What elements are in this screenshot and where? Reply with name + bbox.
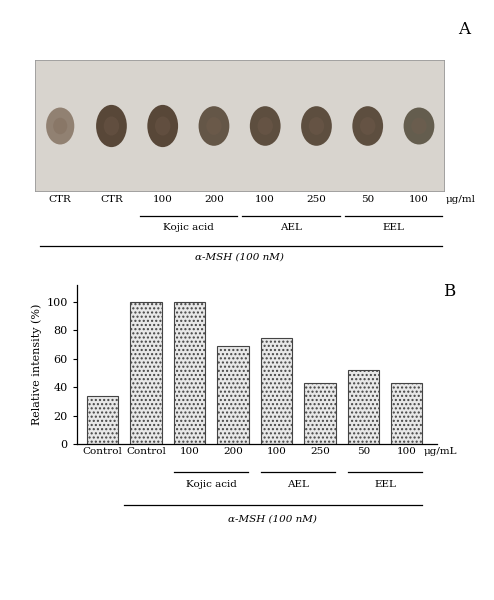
Text: 250: 250 xyxy=(310,446,330,455)
Ellipse shape xyxy=(301,106,332,146)
Ellipse shape xyxy=(412,118,427,134)
Text: AEL: AEL xyxy=(287,480,309,489)
Text: Kojic acid: Kojic acid xyxy=(163,223,214,232)
Text: 100: 100 xyxy=(180,446,200,455)
Text: Control: Control xyxy=(82,446,123,455)
Text: Kojic acid: Kojic acid xyxy=(186,480,237,489)
Ellipse shape xyxy=(250,106,281,146)
Text: μg/ml: μg/ml xyxy=(446,194,476,203)
Text: 100: 100 xyxy=(409,194,429,203)
Text: 100: 100 xyxy=(266,446,287,455)
Bar xyxy=(174,302,205,444)
Text: 200: 200 xyxy=(223,446,243,455)
Bar xyxy=(261,338,292,444)
Bar xyxy=(391,383,422,444)
Ellipse shape xyxy=(147,105,178,147)
Text: μg/mL: μg/mL xyxy=(423,446,457,455)
Text: B: B xyxy=(444,283,455,299)
Y-axis label: Relative intensity (%): Relative intensity (%) xyxy=(32,304,42,425)
Ellipse shape xyxy=(352,106,383,146)
Bar xyxy=(217,346,248,444)
Ellipse shape xyxy=(46,107,74,145)
Ellipse shape xyxy=(155,116,170,136)
Ellipse shape xyxy=(309,117,324,135)
Text: 100: 100 xyxy=(397,446,417,455)
Text: 200: 200 xyxy=(204,194,224,203)
Text: 250: 250 xyxy=(307,194,327,203)
Text: 100: 100 xyxy=(153,194,172,203)
Bar xyxy=(87,396,118,444)
Text: α-MSH (100 nM): α-MSH (100 nM) xyxy=(228,514,317,523)
Ellipse shape xyxy=(206,117,222,135)
Text: A: A xyxy=(458,22,470,38)
Ellipse shape xyxy=(104,116,119,136)
Text: CTR: CTR xyxy=(49,194,72,203)
Ellipse shape xyxy=(96,105,127,147)
Text: AEL: AEL xyxy=(280,223,302,232)
Ellipse shape xyxy=(53,118,67,134)
Text: α-MSH (100 nM): α-MSH (100 nM) xyxy=(195,253,284,262)
Bar xyxy=(304,383,335,444)
Ellipse shape xyxy=(257,117,273,135)
Text: 100: 100 xyxy=(255,194,275,203)
Bar xyxy=(130,302,162,444)
Text: 50: 50 xyxy=(357,446,370,455)
Text: CTR: CTR xyxy=(100,194,123,203)
Ellipse shape xyxy=(404,107,434,145)
Text: EEL: EEL xyxy=(382,223,404,232)
Ellipse shape xyxy=(199,106,229,146)
Bar xyxy=(348,370,379,444)
Text: 50: 50 xyxy=(361,194,374,203)
Ellipse shape xyxy=(360,117,375,135)
Text: Control: Control xyxy=(126,446,166,455)
Text: EEL: EEL xyxy=(374,480,396,489)
